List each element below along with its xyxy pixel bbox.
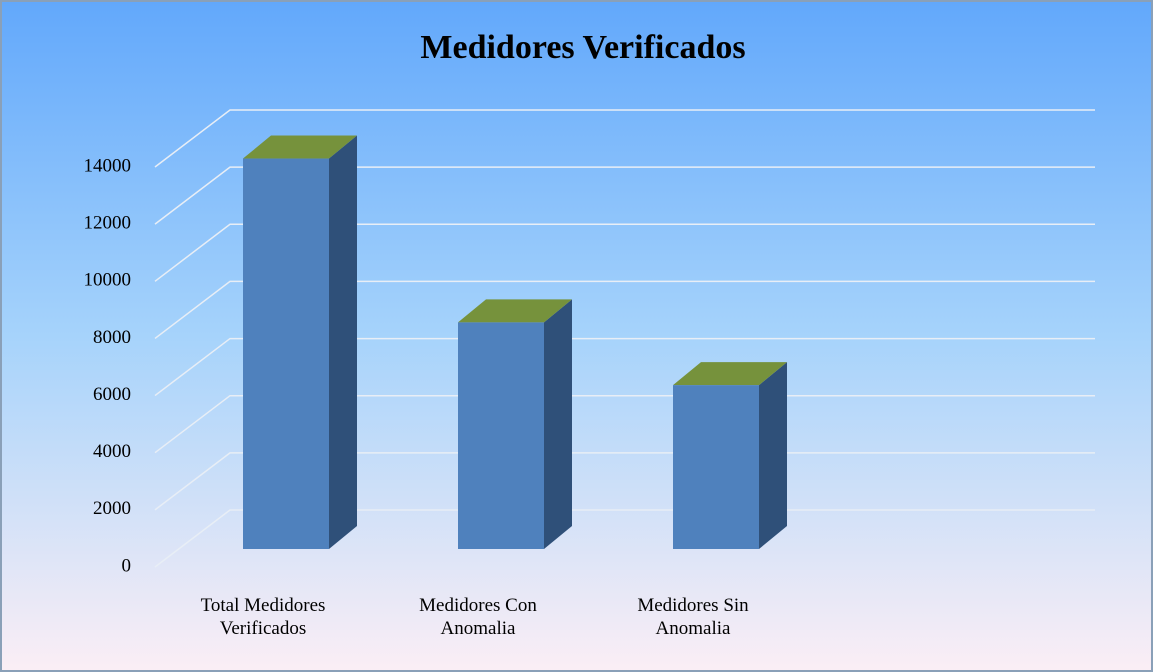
x-tick-label: Medidores Con Anomalia xyxy=(419,595,537,639)
grid-line xyxy=(154,337,1095,397)
grid-line xyxy=(154,109,1095,168)
chart-title: Medidores Verificados xyxy=(420,29,745,66)
bar xyxy=(243,158,329,550)
grid-line xyxy=(154,452,1095,511)
bar-side xyxy=(329,135,357,550)
y-tick-label: 0 xyxy=(122,555,132,576)
y-tick-label: 2000 xyxy=(93,498,131,519)
grid-line xyxy=(154,394,1095,454)
grid-line xyxy=(154,509,1095,568)
bar xyxy=(458,322,544,549)
bar-top xyxy=(673,362,787,386)
x-tick-label: Total Medidores Verificados xyxy=(200,595,326,639)
y-tick-label: 4000 xyxy=(93,441,131,462)
y-tick-label: 6000 xyxy=(93,384,131,405)
bar-top xyxy=(458,299,572,323)
grid-line xyxy=(154,166,1095,225)
bar xyxy=(673,385,759,549)
x-tick-label: Medidores Sin Anomalia xyxy=(637,595,749,639)
grid-line xyxy=(154,223,1095,282)
bar-top xyxy=(243,135,357,159)
y-tick-label: 10000 xyxy=(84,270,132,291)
bar-side xyxy=(544,299,572,549)
y-tick-label: 12000 xyxy=(84,213,132,234)
y-tick-label: 8000 xyxy=(93,327,131,348)
bar-side xyxy=(759,362,787,549)
y-tick-label: 14000 xyxy=(84,155,132,176)
grid-line xyxy=(154,280,1095,340)
